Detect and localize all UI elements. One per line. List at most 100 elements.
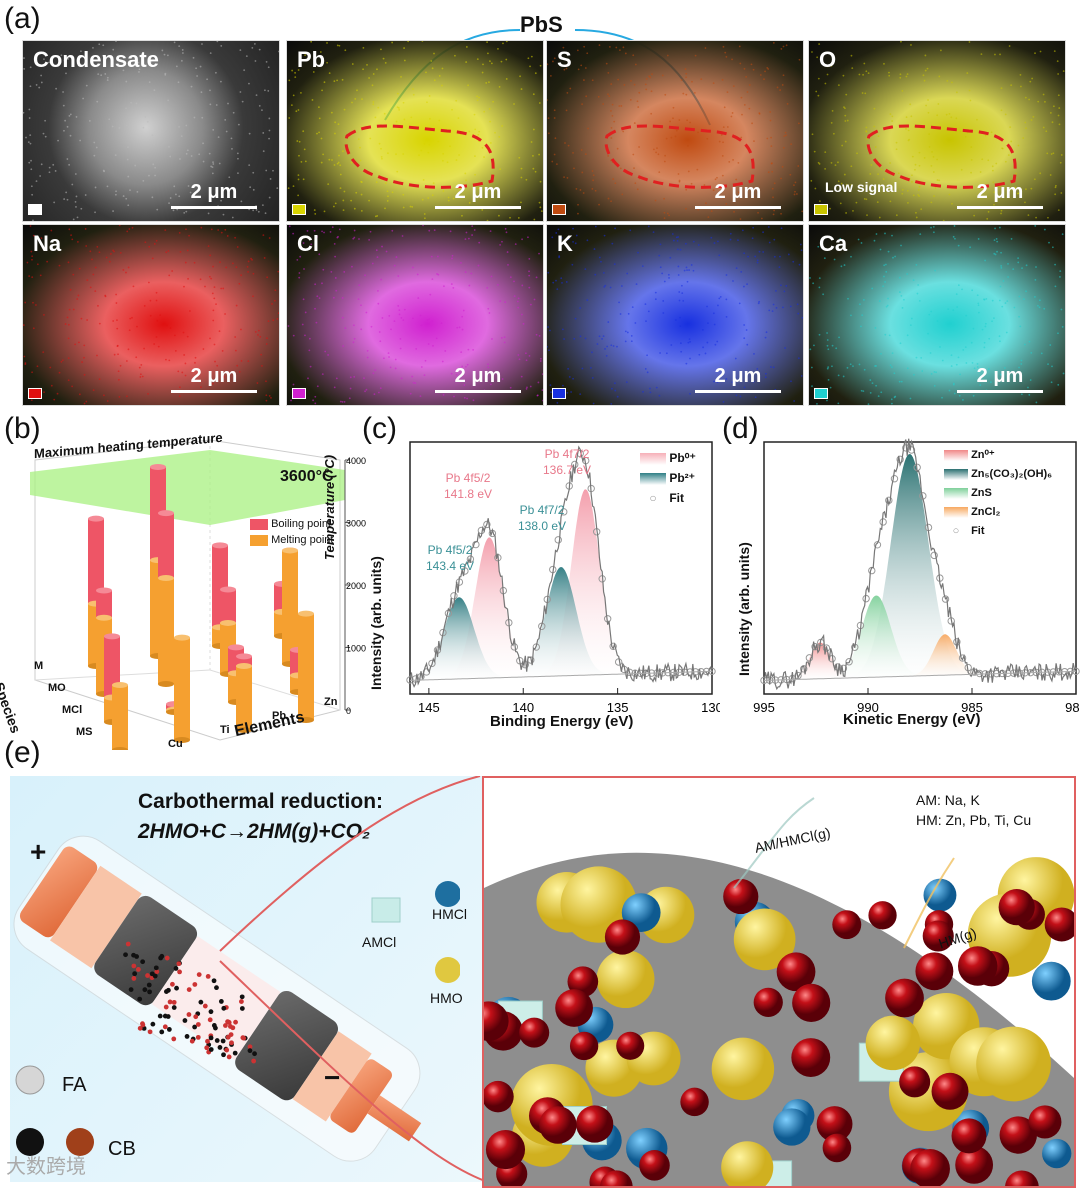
- scale-bar: 2 μm: [695, 181, 781, 209]
- edx-tile-cl: Cl 2 μm: [286, 224, 544, 406]
- raw-spectrum: [409, 445, 713, 688]
- powder-grain: [233, 1019, 238, 1025]
- powder-grain: [153, 965, 159, 971]
- powder-grain: [164, 955, 170, 961]
- powder-grain: [213, 1025, 218, 1031]
- powder-grain: [202, 1003, 208, 1009]
- powder-grain: [214, 985, 219, 991]
- edx-tile-pb: Pb 2 μm: [286, 40, 544, 222]
- edx-tile-s: S 2 μm: [546, 40, 804, 222]
- tile-title: O: [819, 47, 837, 72]
- pbs-title: PbS: [520, 12, 563, 37]
- z-tick: 0: [346, 706, 351, 716]
- carbon-particle: [999, 1116, 1037, 1154]
- powder-grain: [177, 969, 182, 975]
- fit-point: [958, 654, 967, 662]
- legend-melting: Melting point: [271, 534, 334, 546]
- fit-point: [560, 508, 568, 516]
- bar-melting-Ti-MS: [174, 637, 190, 740]
- carbon-particle: [753, 987, 783, 1017]
- tile-title: Ca: [819, 231, 848, 256]
- panel-e-label: (e): [4, 736, 41, 769]
- fit-point: [890, 475, 899, 483]
- panel-a-label: (a): [4, 2, 41, 35]
- carbon-particle: [600, 1170, 633, 1186]
- powder-grain: [239, 1006, 245, 1011]
- peak-2: [410, 567, 712, 681]
- powder-grain: [251, 1058, 257, 1064]
- powder-grain: [205, 1038, 210, 1044]
- carbon-particle: [639, 1150, 670, 1181]
- hmo-particle: [976, 1026, 1051, 1102]
- x-tick: 995: [753, 700, 775, 715]
- powder-grain: [208, 1047, 214, 1052]
- channel-chip: [28, 204, 42, 215]
- carbon-particle: [1044, 907, 1074, 942]
- powder-grain: [163, 1004, 169, 1010]
- fit-point: [450, 592, 458, 600]
- hmcl-particle: [1042, 1138, 1072, 1169]
- carbon-particle: [955, 1145, 994, 1184]
- powder-grain: [146, 982, 152, 988]
- powder-grain: [217, 1045, 223, 1050]
- panel-b-label: (b): [4, 412, 41, 445]
- powder-grain: [171, 999, 177, 1005]
- baseline: [764, 670, 1077, 681]
- powder-grain: [145, 973, 150, 978]
- tile-title: K: [557, 231, 573, 256]
- powder-grain: [224, 1047, 230, 1053]
- minus-sign: −: [324, 1062, 341, 1093]
- edx-tile-k: K 2 μm: [546, 224, 804, 406]
- watermark: 大数跨境: [6, 1156, 86, 1178]
- fit-point: [845, 658, 853, 666]
- powder-grain: [207, 1017, 213, 1023]
- carbon-particle: [1028, 1105, 1062, 1139]
- bar-melting-Zn-MO: [282, 550, 298, 664]
- powder-grain: [137, 996, 143, 1002]
- element-tick: Ti: [220, 724, 230, 736]
- carbon-particle: [484, 1080, 514, 1113]
- cathode-pin: [367, 1095, 422, 1142]
- powder-grain: [174, 985, 179, 991]
- hmcl-particle: [773, 1108, 811, 1146]
- scale-bar: 2 μm: [171, 365, 257, 393]
- powder-grain: [252, 1051, 257, 1057]
- tile-title: Condensate: [33, 47, 159, 72]
- legend-hmcl: HMCl: [432, 906, 467, 922]
- powder-grain: [192, 1024, 198, 1030]
- carbon-particle: [957, 946, 998, 986]
- zoom-lines: [219, 776, 486, 1182]
- c-xlabel: Binding Energy (eV): [490, 713, 634, 730]
- channel-chip: [814, 204, 828, 215]
- powder-grain: [166, 1027, 172, 1032]
- fit-point: [941, 595, 950, 603]
- powder-grain: [186, 987, 192, 992]
- carbon-particle: [1005, 1170, 1039, 1186]
- fit-point: [822, 644, 831, 652]
- hmo-particle: [721, 1141, 774, 1186]
- fit-point: [975, 669, 984, 678]
- powder-grain: [218, 999, 224, 1004]
- powder-grain: [176, 961, 182, 967]
- reactor-tube-illustration: [13, 835, 422, 1162]
- carbon-particle: [723, 878, 759, 915]
- species-tick: M: [34, 660, 44, 672]
- x-tick: 140: [512, 700, 534, 715]
- powder-grain: [182, 1018, 188, 1023]
- powder-grain: [134, 954, 140, 959]
- powder-grain: [135, 967, 141, 972]
- fit-point: [554, 536, 562, 544]
- powder-grain: [232, 1050, 238, 1056]
- powder-grain: [140, 959, 146, 965]
- powder-grain: [229, 1040, 234, 1046]
- powder-grain: [221, 1005, 227, 1011]
- channel-chip: [552, 388, 566, 399]
- baseline: [410, 670, 713, 681]
- carbon-particle: [832, 910, 862, 940]
- fit-point: [571, 460, 579, 469]
- scale-bar: 2 μm: [957, 181, 1043, 209]
- legend-zn-carbonate: Zn₅(CO₃)₂(OH)₆: [971, 468, 1053, 480]
- powder-grain: [157, 1013, 163, 1019]
- powder-grain: [247, 1044, 253, 1050]
- fit-point: [805, 654, 814, 662]
